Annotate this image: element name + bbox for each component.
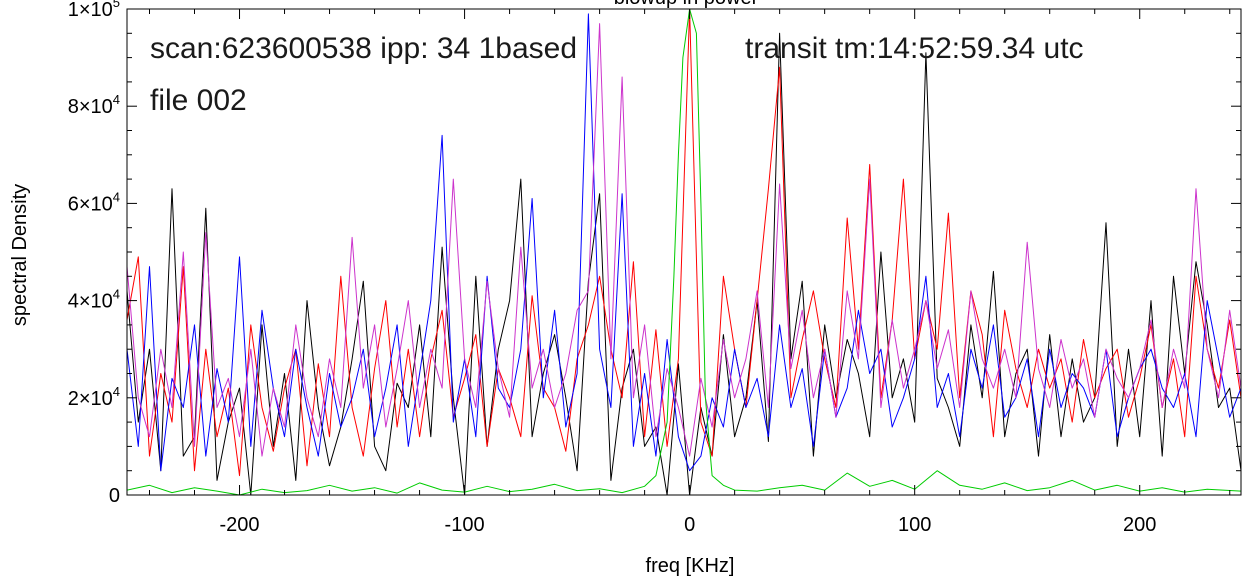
x-axis-label: freq [KHz] [646, 555, 735, 577]
y-tick-label: 2×104 [68, 384, 120, 410]
x-tick-label: -200 [220, 514, 260, 536]
x-tick-label: 0 [684, 514, 695, 536]
series-line-1 [126, 8, 1242, 477]
series-line-2 [126, 13, 1242, 472]
annotation-scan: scan:623600538 ipp: 34 1based [150, 32, 577, 65]
x-tick-label: -100 [445, 514, 485, 536]
y-tick-label: 1×105 [68, 0, 120, 21]
y-axis-label: spectral Density [9, 184, 31, 326]
x-tick-label: 100 [898, 514, 931, 536]
axis-layer: -200 -100 0 100 200 0 2×104 4×104 6×104 8×104 1×10… [68, 0, 1241, 536]
series-line-3 [126, 23, 1242, 457]
y-tick-label: 4×104 [68, 287, 120, 313]
y-tick-label: 0 [109, 485, 120, 507]
plot-frame [126, 8, 1242, 496]
series-layer [126, 8, 1242, 496]
x-tick-label: 200 [1123, 514, 1156, 536]
y-tick-label: 6×104 [68, 189, 120, 215]
y-tick-label: 8×104 [68, 92, 120, 118]
chart-title: blowup in power [614, 0, 759, 9]
annotation-file: file 002 [150, 84, 247, 117]
series-line-4 [126, 8, 1242, 496]
series-line-0 [126, 32, 1242, 496]
annotation-transit: transit tm:14:52:59.34 utc [745, 32, 1084, 65]
